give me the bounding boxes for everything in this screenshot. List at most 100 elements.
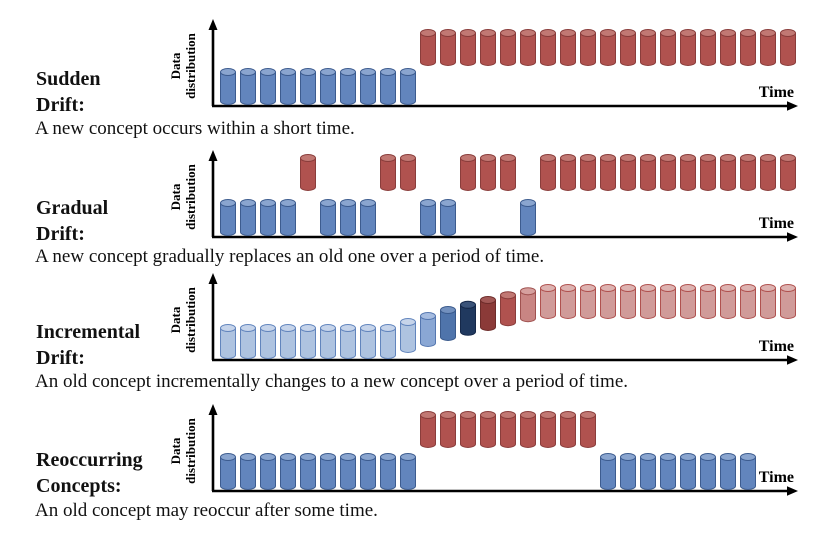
cylinder-top <box>540 29 556 37</box>
cylinder-body <box>700 287 716 319</box>
cylinder-top <box>340 324 356 332</box>
cylinder-body <box>320 327 336 359</box>
cylinder-red <box>660 29 676 66</box>
cylinder-red <box>500 154 516 191</box>
cylinder-body <box>740 157 756 191</box>
cylinder-top <box>460 300 476 309</box>
cylinder-top <box>780 154 796 162</box>
cylinder-top <box>600 29 616 37</box>
cylinder-body <box>260 456 276 490</box>
cylinder-blue <box>660 453 676 490</box>
cylinder-top <box>560 284 576 292</box>
cylinder-blue <box>320 453 336 490</box>
cylinder-body <box>780 287 796 319</box>
cylinder-body <box>500 32 516 66</box>
cylinder-body <box>560 32 576 66</box>
section-title-line2: Concepts: <box>36 475 122 497</box>
cylinder-top <box>340 199 356 207</box>
cylinder-red <box>680 154 696 191</box>
cylinder-top <box>760 29 776 37</box>
cylinder-red <box>500 411 516 448</box>
cylinder-lightred <box>520 287 536 323</box>
cylinder-body <box>220 327 236 359</box>
cylinder-red <box>520 29 536 66</box>
cylinder-blue <box>240 453 256 490</box>
cylinder-top <box>520 411 536 419</box>
section-title-line1: Sudden <box>36 68 101 90</box>
cylinder-red <box>640 154 656 191</box>
cylinder-top <box>620 453 636 461</box>
cylinder-body <box>520 32 536 66</box>
cylinder-body <box>560 287 576 319</box>
cylinder-body <box>460 157 476 191</box>
cylinder-top <box>600 284 616 292</box>
cylinder-red <box>500 29 516 66</box>
cylinder-red <box>480 29 496 66</box>
cylinder-red <box>720 29 736 66</box>
cylinder-red <box>400 154 416 191</box>
cylinder-top <box>580 284 596 292</box>
cylinder-blue <box>380 68 396 105</box>
cylinder-body <box>480 299 496 331</box>
cylinder-blue <box>300 453 316 490</box>
cylinder-body <box>600 456 616 490</box>
cylinder-body <box>740 287 756 319</box>
cylinder-red <box>740 154 756 191</box>
cylinder-red <box>480 411 496 448</box>
cylinder-top <box>300 324 316 332</box>
cylinder-blue <box>340 199 356 236</box>
cylinder-body <box>680 456 696 490</box>
cylinder-red <box>440 29 456 66</box>
cylinder-navy <box>460 300 476 336</box>
cylinder-red <box>480 154 496 191</box>
cylinder-top <box>520 29 536 37</box>
cylinder-top <box>720 284 736 292</box>
cylinder-blue <box>740 453 756 490</box>
cylinder-pink <box>620 284 636 319</box>
cylinder-top <box>380 453 396 461</box>
cylinder-top <box>480 154 496 162</box>
section-title-reoccurring-concepts: Reoccurring Concepts: <box>36 447 143 499</box>
cylinder-body <box>720 32 736 66</box>
x-axis-arrow-icon <box>787 355 798 365</box>
cylinder-body <box>540 157 556 191</box>
cylinder-top <box>680 154 696 162</box>
section-title-line1: Gradual <box>36 197 109 219</box>
cylinder-top <box>400 68 416 76</box>
cylinder-body <box>340 202 356 236</box>
cylinder-top <box>440 199 456 207</box>
cylinder-body <box>580 414 596 448</box>
cylinder-red <box>760 154 776 191</box>
cylinder-top <box>720 453 736 461</box>
cylinder-top <box>460 411 476 419</box>
cylinder-red <box>420 411 436 448</box>
cylinder-body <box>360 71 376 105</box>
cylinder-blue <box>440 199 456 236</box>
cylinder-body <box>260 71 276 105</box>
cylinder-lightblue <box>260 324 276 359</box>
cylinder-lightblue <box>380 324 396 359</box>
cylinder-top <box>700 453 716 461</box>
cylinder-body <box>320 456 336 490</box>
cylinder-red <box>540 411 556 448</box>
cylinder-red <box>700 29 716 66</box>
cylinder-top <box>400 453 416 461</box>
cylinder-body <box>260 202 276 236</box>
section-title-line2: Drift: <box>36 347 85 369</box>
cylinder-body <box>760 287 776 319</box>
cylinder-body <box>380 456 396 490</box>
cylinder-body <box>560 157 576 191</box>
cylinder-body <box>480 32 496 66</box>
cylinder-blue <box>260 199 276 236</box>
cylinder-pink <box>540 284 556 319</box>
cylinder-top <box>680 453 696 461</box>
cylinder-blue <box>680 453 696 490</box>
cylinder-blue <box>360 453 376 490</box>
cylinder-body <box>400 321 416 353</box>
cylinder-body <box>240 456 256 490</box>
cylinder-top <box>540 284 556 292</box>
cylinder-body <box>240 202 256 236</box>
cylinder-top <box>720 154 736 162</box>
cylinder-pink <box>560 284 576 319</box>
